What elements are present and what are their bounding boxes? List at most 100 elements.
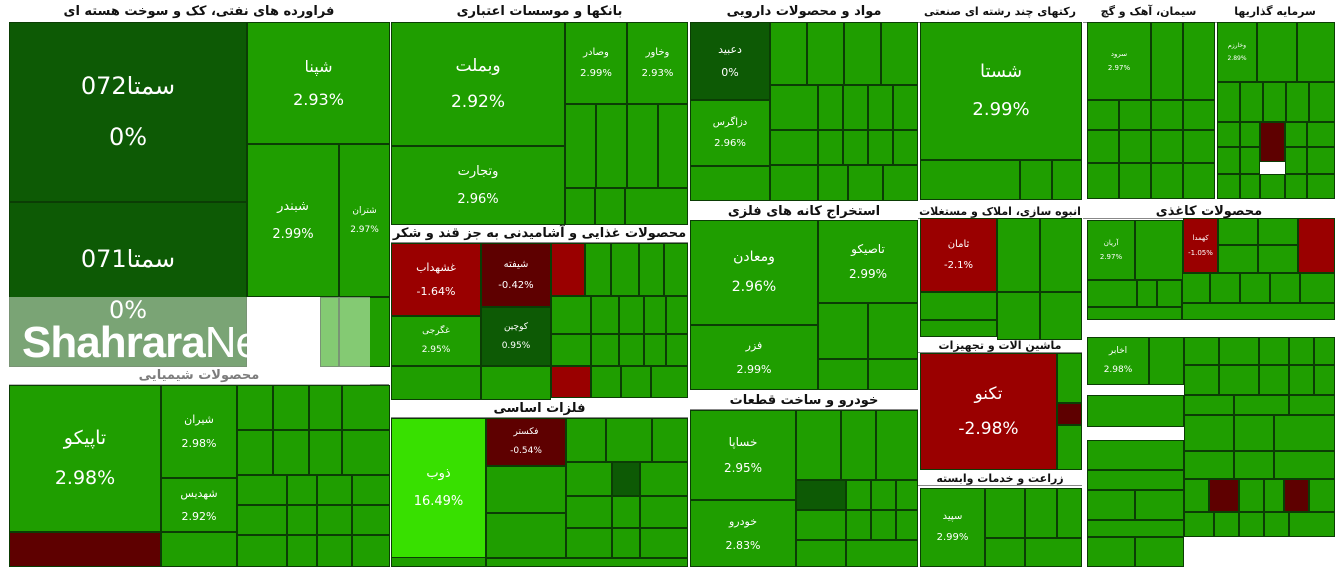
symbol-tile[interactable]: فکستر -0.54% xyxy=(486,418,566,466)
symbol-tile[interactable] xyxy=(237,430,273,475)
symbol-tile[interactable]: کهمدا -1.05% xyxy=(1183,218,1218,273)
symbol-tile[interactable]: شیران 2.98% xyxy=(161,385,237,478)
symbol-tile[interactable] xyxy=(591,334,619,366)
symbol-tile[interactable] xyxy=(1217,174,1240,199)
symbol-tile[interactable] xyxy=(846,540,918,567)
symbol-tile[interactable] xyxy=(591,366,621,398)
symbol-tile[interactable]: شپنا 2.93% xyxy=(247,22,390,144)
symbol-tile[interactable]: وبملت 2.92% xyxy=(391,22,565,146)
symbol-tile[interactable] xyxy=(997,218,1040,292)
symbol-tile[interactable] xyxy=(591,296,619,334)
symbol-tile[interactable] xyxy=(287,475,317,505)
symbol-tile[interactable] xyxy=(287,505,317,535)
symbol-tile[interactable] xyxy=(595,188,625,225)
symbol-tile[interactable] xyxy=(565,104,596,188)
symbol-tile[interactable]: وخاور 2.93% xyxy=(627,22,688,104)
symbol-tile[interactable] xyxy=(309,430,342,475)
symbol-tile[interactable] xyxy=(1307,122,1335,147)
symbol-tile[interactable] xyxy=(796,480,846,510)
symbol-tile[interactable] xyxy=(237,535,287,567)
symbol-tile[interactable] xyxy=(1182,273,1210,303)
symbol-tile[interactable] xyxy=(1274,451,1335,479)
symbol-tile[interactable] xyxy=(893,85,918,130)
symbol-tile[interactable] xyxy=(843,85,868,130)
symbol-tile[interactable] xyxy=(352,535,390,567)
symbol-tile[interactable] xyxy=(1309,479,1335,512)
symbol-tile[interactable] xyxy=(1052,160,1082,200)
symbol-tile[interactable] xyxy=(1286,82,1309,122)
symbol-tile[interactable] xyxy=(1087,130,1119,163)
symbol-tile[interactable] xyxy=(1239,479,1264,512)
symbol-tile[interactable] xyxy=(1240,82,1263,122)
symbol-tile[interactable] xyxy=(770,165,818,201)
symbol-tile[interactable] xyxy=(352,475,390,505)
symbol-tile[interactable]: تاپیکو 2.98% xyxy=(9,385,161,532)
symbol-tile[interactable] xyxy=(644,296,666,334)
symbol-tile[interactable] xyxy=(1087,537,1135,567)
symbol-tile[interactable] xyxy=(566,418,606,462)
symbol-tile[interactable] xyxy=(1239,512,1264,537)
symbol-tile[interactable]: سمتا072 0% xyxy=(9,22,247,202)
symbol-tile[interactable] xyxy=(658,104,688,188)
symbol-tile[interactable] xyxy=(1087,395,1184,427)
symbol-tile[interactable] xyxy=(619,296,644,334)
symbol-tile[interactable] xyxy=(1258,245,1298,273)
symbol-tile[interactable] xyxy=(627,104,658,188)
symbol-tile[interactable] xyxy=(640,462,688,496)
symbol-tile[interactable] xyxy=(1057,353,1082,403)
symbol-tile[interactable] xyxy=(896,480,918,510)
symbol-tile[interactable] xyxy=(1040,218,1082,292)
symbol-tile[interactable] xyxy=(1025,488,1057,538)
symbol-tile[interactable] xyxy=(1119,100,1151,130)
symbol-tile[interactable] xyxy=(1257,22,1297,82)
symbol-tile[interactable]: شستا 2.99% xyxy=(920,22,1082,160)
symbol-tile[interactable]: فزر 2.99% xyxy=(690,325,818,390)
symbol-tile[interactable] xyxy=(1289,395,1335,415)
symbol-tile[interactable] xyxy=(770,130,818,165)
symbol-tile[interactable] xyxy=(796,410,841,480)
symbol-tile[interactable] xyxy=(1284,479,1309,512)
symbol-tile[interactable] xyxy=(876,410,918,480)
symbol-tile[interactable] xyxy=(846,480,871,510)
symbol-tile[interactable] xyxy=(868,359,918,390)
symbol-tile[interactable]: خودرو 2.83% xyxy=(690,500,796,567)
symbol-tile[interactable] xyxy=(9,532,161,567)
symbol-tile[interactable] xyxy=(1025,538,1082,567)
symbol-tile[interactable] xyxy=(868,303,918,359)
symbol-tile[interactable] xyxy=(1183,163,1215,199)
symbol-tile[interactable] xyxy=(1209,479,1239,512)
symbol-tile[interactable] xyxy=(651,366,688,398)
symbol-tile[interactable] xyxy=(1263,82,1286,122)
symbol-tile[interactable] xyxy=(844,22,881,85)
symbol-tile[interactable] xyxy=(1264,512,1289,537)
symbol-tile[interactable] xyxy=(881,22,918,85)
symbol-tile[interactable] xyxy=(1285,122,1307,147)
symbol-tile[interactable] xyxy=(619,334,644,366)
symbol-tile[interactable]: تکنو -2.98% xyxy=(920,353,1057,470)
symbol-tile[interactable] xyxy=(1307,174,1335,199)
symbol-tile[interactable] xyxy=(871,480,896,510)
symbol-tile[interactable] xyxy=(640,528,688,558)
symbol-tile[interactable]: شتران 2.97% xyxy=(339,144,390,297)
symbol-tile[interactable] xyxy=(640,496,688,528)
symbol-tile[interactable] xyxy=(796,540,846,567)
symbol-tile[interactable] xyxy=(843,130,868,165)
symbol-tile[interactable] xyxy=(639,243,664,296)
symbol-tile[interactable] xyxy=(1214,512,1239,537)
symbol-tile[interactable] xyxy=(551,243,585,296)
symbol-tile[interactable] xyxy=(848,165,883,201)
symbol-tile[interactable] xyxy=(770,22,807,85)
symbol-tile[interactable] xyxy=(1119,163,1151,199)
symbol-tile[interactable]: ثامان -2.1% xyxy=(920,218,997,292)
symbol-tile[interactable] xyxy=(1137,280,1157,307)
symbol-tile[interactable] xyxy=(818,85,843,130)
symbol-tile[interactable] xyxy=(339,297,390,367)
symbol-tile[interactable] xyxy=(1297,22,1335,82)
symbol-tile[interactable] xyxy=(1151,130,1183,163)
symbol-tile[interactable]: ومعادن 2.96% xyxy=(690,220,818,325)
symbol-tile[interactable]: غگرجی 2.95% xyxy=(391,316,481,366)
symbol-tile[interactable] xyxy=(481,366,551,400)
symbol-tile[interactable] xyxy=(985,488,1025,538)
symbol-tile[interactable] xyxy=(1057,403,1082,425)
symbol-tile[interactable] xyxy=(1270,273,1300,303)
